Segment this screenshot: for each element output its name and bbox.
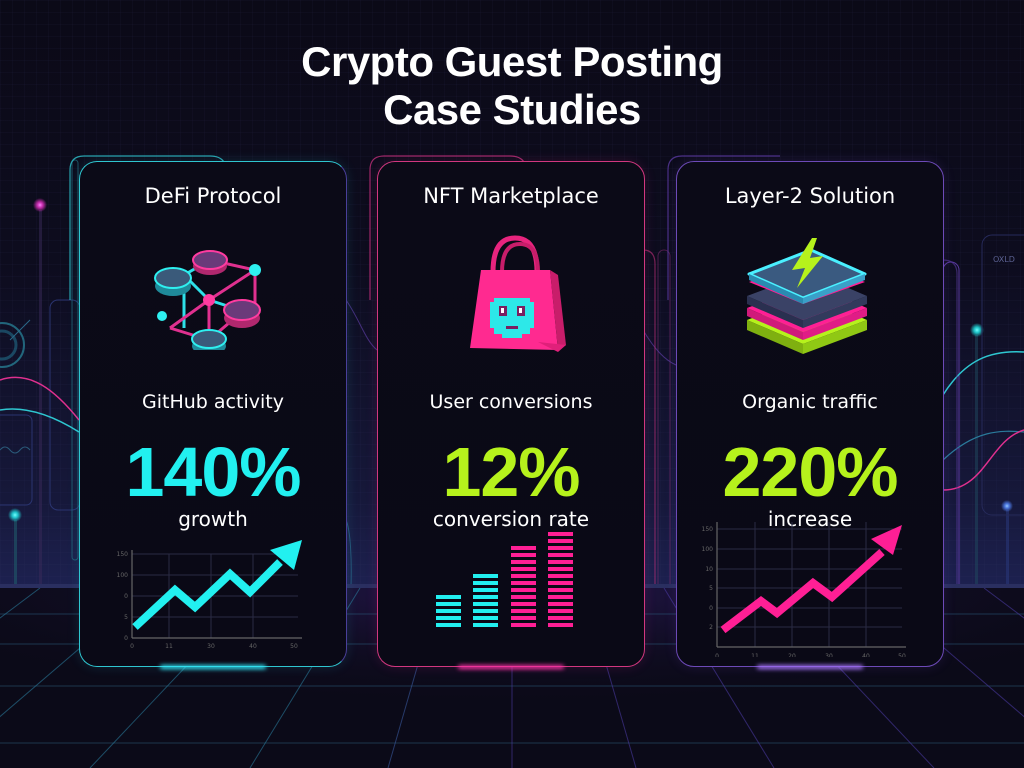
- svg-text:150: 150: [117, 551, 129, 558]
- stacked-layers-lightning-icon: [677, 230, 943, 354]
- svg-text:10: 10: [705, 566, 713, 573]
- metric-label: GitHub activity: [142, 391, 284, 413]
- svg-text:30: 30: [207, 643, 215, 650]
- card-title: DeFi Protocol: [144, 184, 282, 208]
- metric-caption: growth: [178, 507, 248, 531]
- metric-caption: increase: [767, 507, 853, 531]
- case-study-card-defi: DeFi Protocol: [79, 161, 347, 669]
- shopping-bag-pixel-face-icon: [378, 230, 644, 352]
- case-study-card-nft: NFT Marketplace U: [377, 161, 645, 669]
- svg-text:150: 150: [702, 526, 714, 533]
- svg-text:0: 0: [124, 635, 128, 642]
- svg-text:30: 30: [825, 653, 833, 657]
- metric-value: 12%: [442, 433, 580, 511]
- line-chart-organic-traffic: 150 100 10 5 0 2 0 11 20 30 40 50: [677, 507, 943, 660]
- svg-text:50: 50: [290, 643, 298, 650]
- card-title: NFT Marketplace: [423, 184, 599, 208]
- card-title: Layer-2 Solution: [724, 184, 896, 208]
- svg-text:100: 100: [702, 546, 714, 553]
- card-glow: [159, 665, 267, 669]
- metric-value: 220%: [722, 433, 898, 511]
- svg-text:5: 5: [124, 614, 128, 621]
- svg-text:OXLD: OXLD: [993, 255, 1015, 264]
- svg-text:50: 50: [898, 653, 906, 657]
- svg-text:11: 11: [165, 643, 173, 650]
- svg-text:0: 0: [709, 605, 713, 612]
- svg-text:2: 2: [709, 624, 713, 631]
- bar-chart-user-conversions: [378, 532, 644, 662]
- page-title: Crypto Guest Posting Case Studies: [0, 38, 1024, 134]
- svg-text:11: 11: [751, 653, 759, 657]
- blockchain-network-icon: [80, 230, 346, 355]
- metric-caption: conversion rate: [432, 507, 590, 531]
- svg-text:40: 40: [862, 653, 870, 657]
- case-study-card-layer2: Layer-2 Solution Organic traffic 220%: [676, 161, 944, 669]
- metric-label: Organic traffic: [742, 391, 878, 413]
- svg-text:5: 5: [709, 585, 713, 592]
- card-glow: [756, 665, 864, 669]
- page-title-line2: Case Studies: [383, 86, 641, 133]
- svg-text:100: 100: [117, 572, 129, 579]
- card-glow: [457, 665, 565, 669]
- metric-label: User conversions: [429, 391, 593, 413]
- svg-text:20: 20: [788, 653, 796, 657]
- svg-text:0: 0: [715, 653, 719, 657]
- metric-value: 140%: [125, 433, 301, 511]
- svg-text:40: 40: [249, 643, 257, 650]
- page-title-line1: Crypto Guest Posting: [301, 38, 723, 85]
- line-chart-github-activity: 150 100 0 5 0 0 11 30 40 50: [80, 532, 346, 662]
- svg-text:0: 0: [124, 593, 128, 600]
- svg-text:0: 0: [130, 643, 134, 650]
